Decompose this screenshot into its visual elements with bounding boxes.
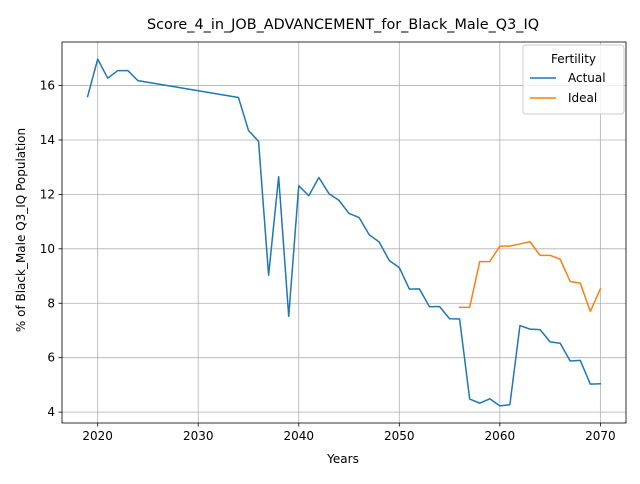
series-lines: [86, 58, 602, 407]
legend-label-actual: Actual: [568, 71, 606, 85]
legend-box: [522, 44, 625, 115]
y-tick-label: 14: [40, 133, 55, 147]
x-tick-label: 2030: [183, 429, 214, 443]
x-tick-label: 2070: [585, 429, 616, 443]
x-axis-label: Years: [326, 452, 359, 466]
y-axis-ticks: 4 6 8 10 12 14 16: [40, 79, 62, 419]
x-tick-label: 2020: [82, 429, 113, 443]
y-tick-label: 4: [47, 405, 55, 419]
legend: Fertility Actual Ideal: [522, 44, 625, 115]
y-tick-label: 10: [40, 242, 55, 256]
y-tick-label: 16: [40, 79, 55, 93]
y-tick-label: 12: [40, 187, 55, 201]
plot-frame: [61, 41, 627, 424]
x-tick-label: 2040: [283, 429, 314, 443]
legend-label-ideal: Ideal: [568, 91, 597, 105]
series-line-ideal: [458, 241, 602, 313]
series-line-actual: [86, 58, 602, 407]
legend-title: Fertility: [551, 52, 596, 66]
y-tick-label: 6: [47, 351, 55, 365]
y-tick-label: 8: [47, 296, 55, 310]
x-tick-label: 2060: [485, 429, 516, 443]
x-tick-label: 2050: [384, 429, 415, 443]
chart-title: Score_4_in_JOB_ADVANCEMENT_for_Black_Mal…: [147, 17, 539, 33]
grid: [62, 42, 626, 423]
x-axis-ticks: 2020 2030 2040 2050 2060 2070: [82, 423, 616, 443]
y-axis-label: % of Black_Male Q3_IQ Population: [14, 128, 28, 332]
